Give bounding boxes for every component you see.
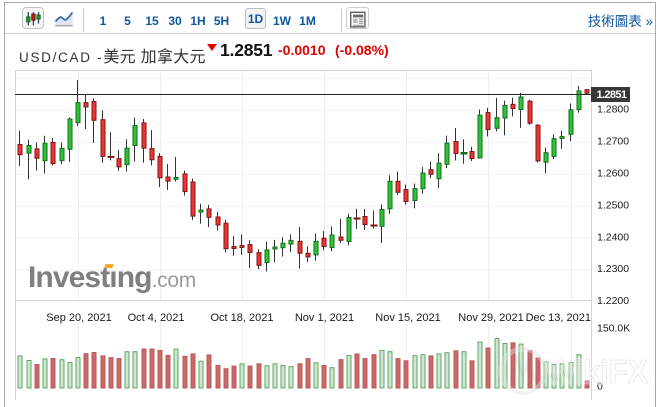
svg-text:Nov 1, 2021: Nov 1, 2021 (295, 312, 354, 324)
svg-text:Sep 20, 2021: Sep 20, 2021 (46, 312, 111, 324)
svg-text:Nov 29, 2021: Nov 29, 2021 (458, 312, 523, 324)
svg-text:Dec 13, 2021: Dec 13, 2021 (526, 312, 591, 324)
svg-text:WikiFX: WikiFX (546, 353, 648, 390)
svg-text:1.2851: 1.2851 (597, 89, 628, 101)
svg-text:Nov 15, 2021: Nov 15, 2021 (375, 312, 440, 324)
svg-text:Oct 4, 2021: Oct 4, 2021 (128, 312, 185, 324)
svg-text:1.2700: 1.2700 (597, 136, 629, 148)
svg-text:WikiFX: WikiFX (546, 353, 648, 390)
svg-text:1.2500: 1.2500 (597, 199, 629, 211)
svg-text:1.2800: 1.2800 (597, 104, 629, 116)
svg-text:150.0K: 150.0K (597, 323, 630, 335)
svg-text:1.2400: 1.2400 (597, 231, 629, 243)
svg-text:0: 0 (597, 381, 603, 393)
svg-text:Oct 18, 2021: Oct 18, 2021 (211, 312, 274, 324)
svg-text:1.2200: 1.2200 (597, 295, 629, 307)
svg-text:1.2300: 1.2300 (597, 263, 629, 275)
svg-text:1.2600: 1.2600 (597, 168, 629, 180)
